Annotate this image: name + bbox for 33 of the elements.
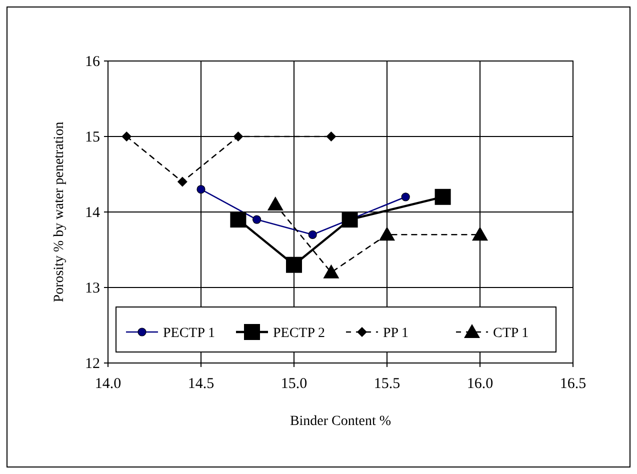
point bbox=[177, 176, 188, 187]
point bbox=[472, 226, 488, 241]
point bbox=[196, 185, 206, 194]
point bbox=[326, 132, 336, 142]
point bbox=[230, 212, 246, 228]
point bbox=[434, 188, 451, 205]
x-tick-label: 15.5 bbox=[374, 376, 400, 392]
y-tick-label: 15 bbox=[85, 130, 100, 146]
legend-label: PECTP 2 bbox=[273, 326, 325, 341]
y-tick-label: 13 bbox=[85, 280, 100, 296]
legend-label: PP 1 bbox=[383, 326, 409, 341]
legend-label: CTP 1 bbox=[493, 326, 529, 341]
point bbox=[252, 215, 262, 224]
point bbox=[122, 132, 132, 142]
x-tick-label: 15.0 bbox=[280, 376, 308, 392]
point bbox=[308, 230, 317, 239]
legend-label: PECTP 1 bbox=[163, 326, 215, 341]
x-axis-title: Binder Content % bbox=[290, 414, 392, 429]
point bbox=[323, 264, 340, 278]
y-axis-title: Porosity % by water penetration bbox=[52, 122, 67, 302]
point bbox=[342, 212, 358, 228]
x-tick-label: 16.0 bbox=[466, 376, 494, 392]
point bbox=[267, 196, 284, 210]
point bbox=[233, 132, 244, 142]
y-tick-label: 14 bbox=[85, 205, 100, 221]
y-tick-label: 16 bbox=[85, 54, 100, 70]
x-tick-label: 14.5 bbox=[188, 376, 214, 392]
point bbox=[401, 192, 410, 202]
x-tick-label: 16.5 bbox=[560, 376, 586, 392]
point bbox=[286, 256, 302, 273]
x-tick-label: 14.0 bbox=[94, 376, 122, 392]
y-tick-label: 12 bbox=[85, 356, 100, 372]
point bbox=[379, 226, 395, 241]
